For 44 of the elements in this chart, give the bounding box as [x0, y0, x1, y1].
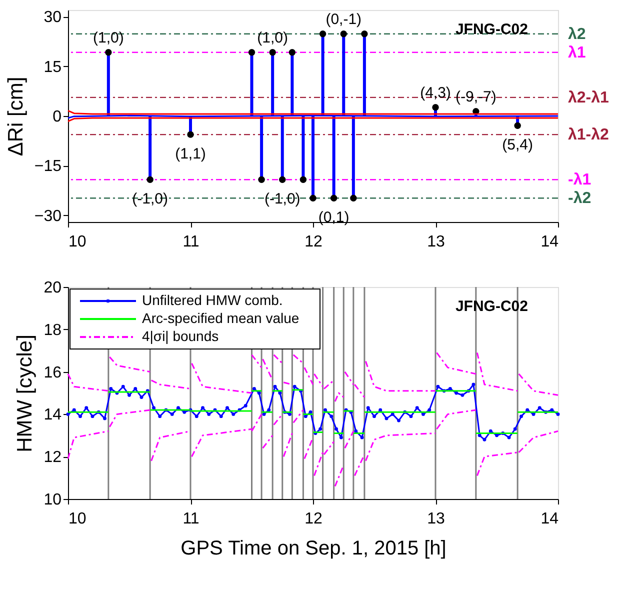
y-tick-label: −15 — [34, 158, 62, 176]
x-tick-label: 12 — [304, 234, 322, 250]
annotation: (4,3) — [420, 84, 451, 102]
y-tick-label: 14 — [44, 406, 62, 424]
x-tick-label: 11 — [182, 510, 200, 528]
y-axis-title: ΔRi [cm] — [4, 76, 28, 156]
annotation: (1,0) — [257, 29, 288, 46]
ref-line-label: λ1 — [568, 44, 586, 62]
annotation: (0,-1) — [326, 10, 362, 28]
ref-line-label: -λ1 — [568, 172, 592, 189]
annotation: (-1,0) — [264, 190, 300, 208]
y-tick-label: 16 — [44, 364, 62, 382]
annotation: (1,0) — [93, 29, 124, 46]
x-axis-title: GPS Time on Sep. 1, 2015 [h] — [180, 538, 446, 560]
x-tick-label: 10 — [68, 234, 86, 250]
annotation: (1,1) — [175, 146, 206, 163]
legend-label: Unfiltered HMW comb. — [142, 292, 283, 308]
y-tick-label: 15 — [44, 58, 62, 76]
x-tick-label: 14 — [540, 510, 559, 528]
y-tick-label: 10 — [44, 492, 62, 508]
legend-label: Arc-specified mean value — [142, 310, 300, 326]
y-tick-label: 30 — [44, 9, 62, 26]
x-tick-label: 12 — [304, 510, 322, 528]
annotation: JFNG-C02 — [455, 298, 528, 315]
ref-line-label: λ2-λ1 — [568, 89, 610, 106]
y-tick-label: −30 — [34, 208, 62, 225]
x-tick-label: 10 — [68, 510, 86, 528]
annotation: JFNG-C02 — [455, 21, 528, 38]
x-tick-label: 13 — [427, 510, 445, 528]
x-tick-label: 11 — [182, 234, 200, 250]
ref-line-label: λ1-λ2 — [568, 126, 610, 144]
x-tick-label: 13 — [427, 234, 445, 250]
y-tick-label: 0 — [52, 108, 62, 126]
annotation: (5,4) — [502, 136, 533, 154]
y-tick-label: 18 — [44, 322, 62, 339]
annotation: (-9,-7) — [456, 88, 496, 106]
x-tick-label: 14 — [540, 234, 559, 250]
ref-line-label: -λ2 — [568, 190, 592, 208]
y-axis-title: HMW [cycle] — [14, 334, 37, 452]
legend-label: 4|σi| bounds — [142, 328, 219, 344]
y-tick-label: 12 — [44, 449, 62, 466]
y-tick-label: 20 — [44, 280, 62, 296]
ref-line-label: λ2 — [568, 26, 586, 43]
annotation: (0,1) — [318, 209, 350, 226]
